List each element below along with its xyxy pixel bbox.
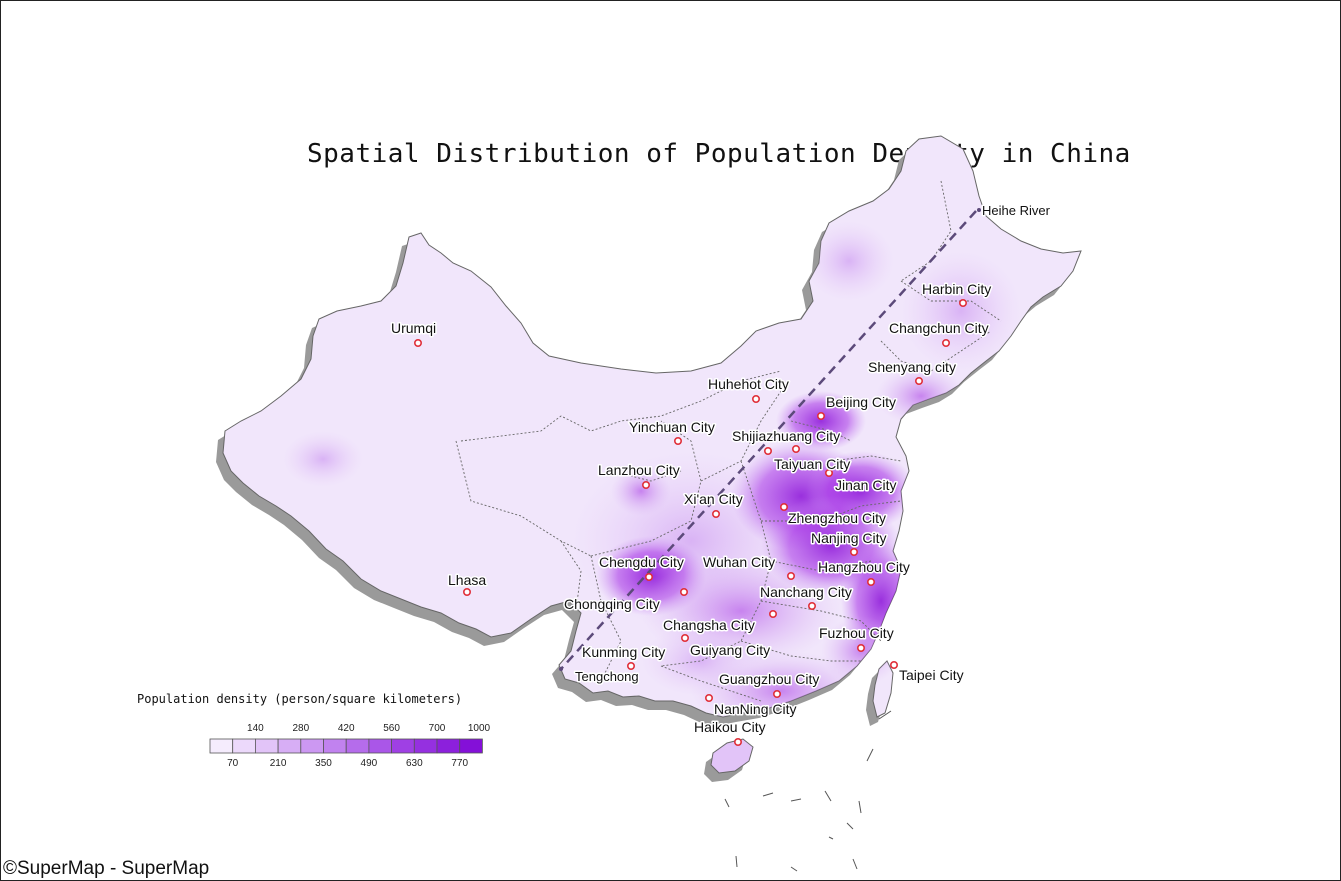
city-label-nanning-city: NanNing City: [714, 701, 796, 717]
city-marker-nanning-city[interactable]: [704, 693, 713, 702]
legend-bottom-tick: 630: [406, 758, 423, 769]
copyright-text: ©SuperMap - SuperMap: [3, 858, 210, 879]
city-label-nanchang-city: Nanchang City: [760, 584, 852, 600]
city-label-fuzhou-city: Fuzhou City: [819, 625, 894, 641]
legend-top-tick: 560: [383, 723, 400, 734]
city-label-chengdu-city: Chengdu City: [599, 554, 684, 570]
endpoint-marker-heihe-river: [977, 208, 981, 212]
hu-line: [560, 210, 977, 670]
legend-bottom-tick: 210: [270, 758, 287, 769]
legend-class-swatch: [459, 738, 483, 754]
density-shading: [283, 221, 1021, 731]
city-label-nanjing-city: Nanjing City: [811, 530, 886, 546]
endpoint-marker-tengchong: [559, 667, 563, 671]
city-label-hangzhou-city: Hangzhou City: [818, 559, 910, 575]
city-label-kunming-city: Kunming City: [582, 644, 665, 660]
city-label-haikou-city: Haikou City: [694, 719, 766, 735]
legend-bottom-tick: 490: [361, 758, 378, 769]
city-marker-zhengzhou-city[interactable]: [779, 502, 788, 511]
city-marker-taiyuan-city[interactable]: [763, 446, 772, 455]
city-marker-chengdu-city[interactable]: [644, 572, 653, 581]
city-marker-chongqing-city[interactable]: [679, 587, 688, 596]
city-label-shijiazhuang-city: Shijiazhuang City: [732, 428, 840, 444]
city-label-huhehot-city: Huhehot City: [708, 376, 789, 392]
legend-top-tick: 1000: [468, 723, 491, 734]
city-marker-fuzhou-city[interactable]: [856, 643, 865, 652]
city-marker-harbin-city[interactable]: [958, 298, 967, 307]
legend-class-swatch: [413, 738, 438, 754]
city-marker-nanjing-city[interactable]: [849, 547, 858, 556]
city-marker-xi-an-city[interactable]: [711, 509, 720, 518]
south-sea-islands: [724, 710, 892, 872]
city-marker-guiyang-city[interactable]: [680, 633, 689, 642]
legend-class-swatch: [391, 738, 415, 754]
city-marker-kunming-city[interactable]: [626, 661, 635, 670]
legend-class-swatch: [300, 738, 324, 754]
city-labels: Heihe River Harbin City Changchun City Shen…: [390, 202, 1053, 737]
city-label-heihe-river: Heihe River: [982, 203, 1051, 218]
city-marker-huhehot-city[interactable]: [751, 394, 760, 403]
legend-bottom-tick: 770: [451, 758, 468, 769]
legend-color-ramp: [209, 738, 483, 754]
city-label-taiyuan-city: Taiyuan City: [774, 456, 850, 472]
city-label-shenyang-city: Shenyang city: [868, 359, 956, 375]
legend-class-swatch: [436, 738, 461, 754]
legend-top-ticks: 140 280 420 560 700 1000: [247, 723, 491, 734]
city-marker-shijiazhuang-city[interactable]: [791, 444, 800, 453]
city-marker-guangzhou-city[interactable]: [772, 689, 781, 698]
legend-class-swatch: [277, 738, 302, 754]
legend-class-swatch: [254, 738, 279, 754]
city-label-changchun-city: Changchun City: [889, 320, 989, 336]
city-marker-haikou-city[interactable]: [733, 737, 742, 746]
city-marker-wuhan-city[interactable]: [786, 571, 795, 580]
city-label-wuhan-city: Wuhan City: [703, 554, 775, 570]
city-label-urumqi: Urumqi: [391, 320, 436, 336]
legend-class-swatch: [232, 738, 256, 754]
city-label-chongqing-city: Chongqing City: [564, 596, 660, 612]
city-label-tengchong: Tengchong: [575, 669, 639, 684]
city-marker-yinchuan-city[interactable]: [673, 436, 682, 445]
city-label-guangzhou-city: Guangzhou City: [719, 671, 819, 687]
legend-class-swatch: [209, 738, 234, 754]
city-marker-hangzhou-city[interactable]: [866, 577, 875, 586]
city-marker-nanchang-city[interactable]: [807, 601, 816, 610]
legend-class-swatch: [368, 738, 392, 754]
legend-top-tick: 280: [292, 723, 309, 734]
province-borders: [455, 180, 1002, 702]
city-label-jinan-city: Jinan City: [835, 477, 896, 493]
legend-top-tick: 140: [247, 723, 264, 734]
legend-bottom-tick: 70: [227, 758, 239, 769]
legend-bottom-ticks: 70 210 350 490 630 770: [227, 758, 468, 769]
city-marker-jinan-city[interactable]: [824, 468, 833, 477]
legend-class-swatch: [323, 738, 347, 754]
city-marker-shenyang-city[interactable]: [914, 376, 923, 385]
city-marker-taipei-city[interactable]: [889, 660, 898, 669]
legend-title: Population density (person/square kilome…: [137, 692, 463, 706]
city-label-guiyang-city: Guiyang City: [690, 642, 770, 658]
legend-top-tick: 700: [429, 723, 446, 734]
city-marker-urumqi[interactable]: [413, 338, 422, 347]
legend-top-tick: 420: [338, 723, 355, 734]
city-label-zhengzhou-city: Zhengzhou City: [788, 510, 886, 526]
city-label-changsha-city: Changsha City: [663, 617, 755, 633]
city-label-lhasa: Lhasa: [448, 572, 486, 588]
legend-bottom-tick: 350: [315, 758, 332, 769]
city-label-beijing-city: Beijing City: [826, 394, 896, 410]
city-label-yinchuan-city: Yinchuan City: [629, 419, 715, 435]
city-marker-lhasa[interactable]: [462, 587, 471, 596]
city-marker-changsha-city[interactable]: [768, 609, 777, 618]
legend-class-swatch: [345, 738, 370, 754]
map-title: Spatial Distribution of Population Densi…: [307, 139, 1131, 169]
city-marker-beijing-city[interactable]: [816, 411, 825, 420]
city-label-harbin-city: Harbin City: [922, 281, 991, 297]
city-label-xi-an-city: Xi'an City: [684, 491, 743, 507]
city-markers: [413, 208, 981, 746]
city-marker-changchun-city[interactable]: [941, 338, 950, 347]
city-marker-lanzhou-city[interactable]: [641, 480, 650, 489]
city-label-taipei-city: Taipei City: [899, 667, 964, 683]
city-label-lanzhou-city: Lanzhou City: [598, 462, 680, 478]
